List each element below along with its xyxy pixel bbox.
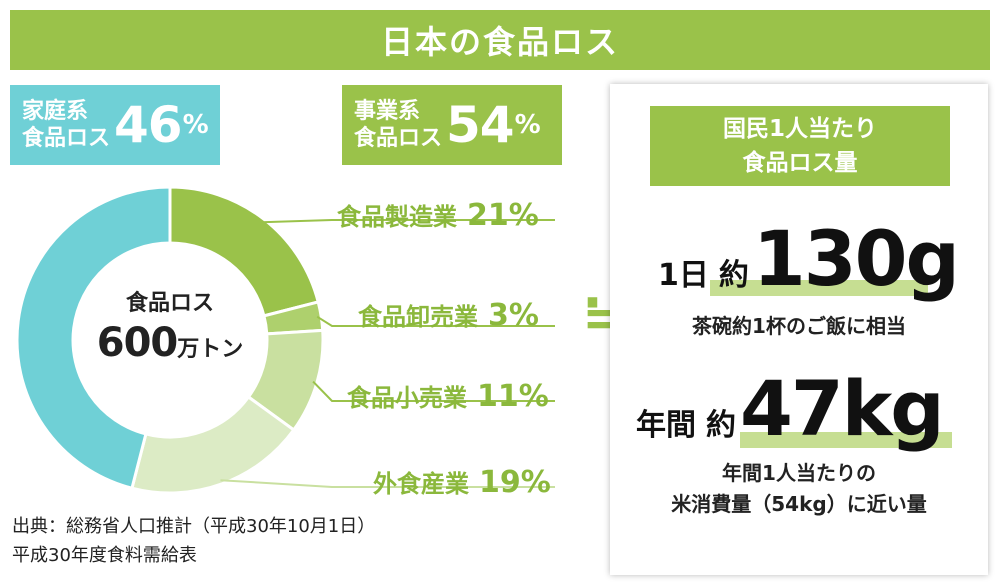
slice-value: 3% [488,298,539,333]
business-badge-line2: 食品ロス [354,126,443,151]
donut-center-total: 600万トン [80,320,260,373]
business-badge: 事業系 食品ロス 54% [342,85,562,165]
slice-household [15,185,172,491]
panel-title-line1: 国民1人当たり [722,116,877,142]
household-badge-value: 46 [114,96,183,154]
slice-value: 21% [467,198,539,233]
daily-period: 1日 [658,258,709,293]
business-badge-value: 54 [446,96,515,154]
daily-highlight [710,280,928,296]
source-line-2: 平成30年度食料需給表 [12,545,197,566]
household-badge-line1: 家庭系 [22,99,89,124]
donut-center-title: 食品ロス [125,291,214,316]
leader-line-food-service [220,479,555,488]
yearly-note: 年間1人当たりの 米消費量（54kg）に近い量 [610,458,988,520]
slice-food-service [130,394,296,495]
donut-center-label: 食品ロス 600万トン [80,288,260,373]
slice-name: 食品卸売業 [358,303,478,331]
donut-center-unit: 万トン [177,337,244,362]
household-badge-unit: % [182,110,209,140]
slice-label-food-service: 外食産業 19% [373,464,551,500]
yearly-highlight [740,432,952,448]
panel-title-line2: 食品ロス量 [742,150,858,176]
household-badge-line2: 食品ロス [22,126,111,151]
yearly-note-line1: 年間1人当たりの [722,461,876,485]
yearly-approx: 約 [706,408,736,443]
leader-line-retail [312,380,555,402]
page-title: 日本の食品ロス [380,23,619,61]
business-badge-unit: % [514,110,541,140]
title-banner: 日本の食品ロス [10,10,990,70]
slice-name: 食品製造業 [337,203,457,231]
leader-line-wholesale [316,315,555,327]
slice-value: 11% [477,379,549,414]
household-badge-label: 家庭系 食品ロス [22,98,110,152]
business-badge-label: 事業系 食品ロス [354,98,442,152]
yearly-note-line2: 米消費量（54kg）に近い量 [671,492,927,516]
daily-approx: 約 [718,258,749,293]
donut-center-value: 600 [96,320,178,366]
source-note: 出典：総務省人口推計（平成30年10月1日） 平成30年度食料需給表 [12,512,375,570]
household-badge: 家庭系 食品ロス 46% [10,85,220,165]
slice-value: 19% [479,465,551,500]
slice-name: 食品小売業 [347,384,467,412]
slice-label-manufacturing: 食品製造業 21% [337,197,539,233]
per-capita-panel: 国民1人当たり 食品ロス量 1日 約130g 茶碗約1杯のご飯に相当 年間 約47k… [610,84,988,575]
donut-chart [15,185,555,495]
daily-value: 130g [752,214,960,303]
business-badge-line1: 事業系 [354,99,421,124]
source-line-1: 出典：総務省人口推計（平成30年10月1日） [12,516,376,537]
daily-amount: 1日 約130g [658,214,960,303]
slice-label-retail: 食品小売業 11% [347,378,549,414]
yearly-amount: 年間 約47kg [636,364,945,453]
slice-name: 外食産業 [373,470,469,498]
panel-title: 国民1人当たり 食品ロス量 [650,106,950,186]
yearly-period: 年間 [636,408,696,443]
daily-note: 茶碗約1杯のご飯に相当 [692,314,906,338]
slice-label-wholesale: 食品卸売業 3% [358,297,539,333]
leader-line-manufacturing [261,219,555,224]
yearly-value: 47kg [740,364,945,453]
